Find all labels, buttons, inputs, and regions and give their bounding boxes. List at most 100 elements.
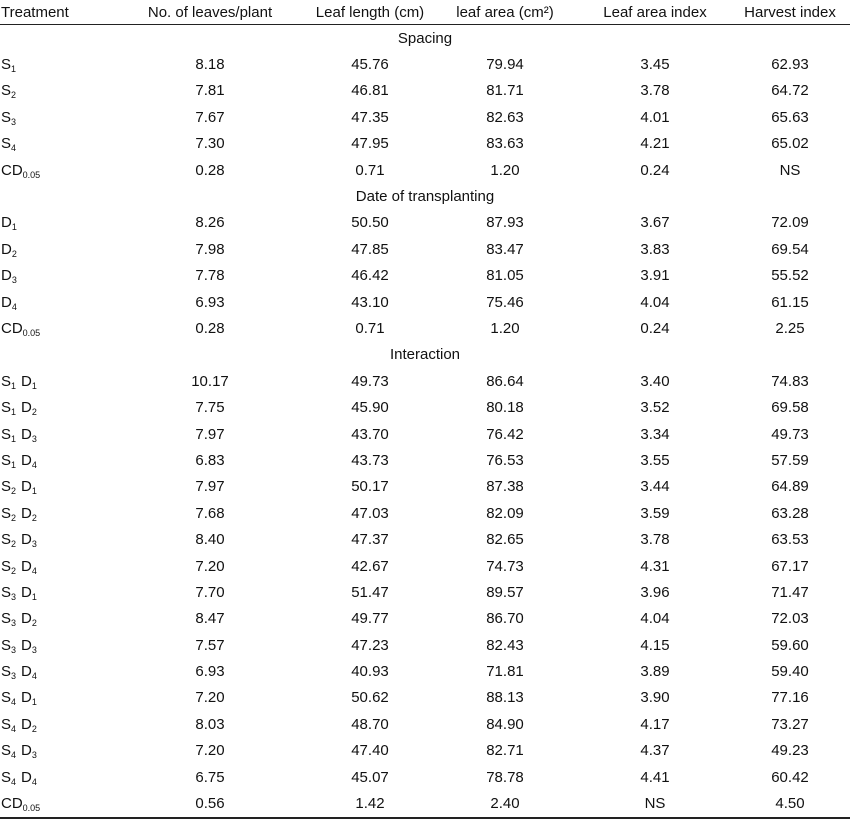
value-cell: 7.97 [195, 425, 225, 443]
value-cell: 69.58 [771, 399, 809, 417]
treatment-subscript: 2 [11, 512, 17, 523]
treatment-base: S [1, 768, 12, 786]
value-cell: 76.53 [486, 451, 524, 469]
value-cell: 60.42 [771, 768, 809, 786]
value-cell: 7.68 [195, 504, 225, 522]
value-cell: 3.96 [640, 583, 670, 601]
treatment-token: D4 [21, 663, 37, 682]
data-row: S2 D1 7.97 50.17 87.38 3.44 64.89 [0, 474, 850, 500]
treatment-base: D [21, 689, 32, 707]
treatment-token: S2 [1, 558, 17, 576]
value-cell: 43.70 [351, 425, 389, 443]
value-cell: 4.50 [730, 790, 850, 819]
value-cell: 1.20 [490, 319, 520, 337]
treatment-token: S1 [1, 399, 17, 418]
data-row: D2 7.98 47.85 83.47 3.83 69.54 [0, 236, 850, 262]
data-row: S2 D2 7.68 47.03 82.09 3.59 63.28 [0, 500, 850, 526]
treatment-subscript: 2 [31, 723, 37, 734]
treatment-subscript: 2 [11, 565, 17, 576]
data-row: D4 6.93 43.10 75.46 4.04 61.15 [0, 289, 850, 315]
treatment-base: S [1, 636, 12, 654]
treatment-base: S [1, 82, 12, 100]
value-cell: 7.57 [195, 636, 225, 654]
value-cell: 55.52 [771, 267, 809, 285]
treatment-base: S [1, 372, 12, 390]
value-cell: 4.41 [640, 768, 670, 786]
treatment-base: D [1, 214, 12, 232]
treatment-token: S4 [1, 689, 16, 707]
data-row: S1 D3 7.97 43.70 76.42 3.34 49.73 [0, 421, 850, 447]
treatment-subscript: 3 [31, 433, 37, 444]
value-cell: 86.70 [486, 610, 524, 628]
treatment-cell: S1 D2 [0, 394, 110, 420]
column-header: Treatment [0, 0, 110, 25]
treatment-cell: S4 D2 [0, 711, 110, 737]
data-row: S3 7.67 47.35 82.63 4.01 65.63 [0, 104, 850, 130]
treatment-token: D4 [21, 558, 37, 576]
treatment-token: S3 [1, 584, 16, 602]
value-cell: 1.42 [310, 790, 430, 819]
value-cell: 42.67 [351, 557, 389, 575]
value-cell: 74.83 [771, 372, 809, 390]
treatment-cell: S1 D1 [0, 368, 110, 394]
treatment-subscript: 4 [31, 776, 37, 787]
data-row: S2 D3 8.40 47.37 82.65 3.78 63.53 [0, 526, 850, 552]
treatment-token: S3 [1, 663, 16, 681]
treatment-subscript: 4 [11, 723, 17, 734]
value-cell: 3.59 [640, 504, 670, 522]
treatment-cell: S1 D3 [0, 421, 110, 447]
value-cell: 3.83 [640, 240, 670, 258]
value-cell: NS [580, 790, 730, 819]
value-cell: 46.81 [351, 82, 389, 100]
value-cell: 7.20 [195, 742, 225, 760]
value-cell: 69.54 [771, 240, 809, 258]
value-cell: 4.15 [640, 636, 670, 654]
treatment-subscript: 1 [31, 591, 37, 602]
treatment-base: S [1, 478, 12, 496]
data-row: S4 D4 6.75 45.07 78.78 4.41 60.42 [0, 764, 850, 790]
value-cell: 8.47 [195, 610, 225, 628]
value-cell: 6.93 [195, 663, 225, 681]
treatment-subscript: 2 [31, 512, 37, 523]
treatment-subscript: 3 [31, 750, 37, 761]
value-cell: 81.71 [486, 82, 524, 100]
value-cell: 6.75 [195, 768, 225, 786]
treatment-token: S1 [1, 426, 16, 444]
treatment-cell: S4 D3 [0, 738, 110, 764]
value-cell: 82.43 [486, 636, 524, 654]
value-cell: 47.23 [351, 636, 389, 654]
value-cell: 6.93 [195, 293, 225, 311]
treatment-base: D [1, 267, 12, 285]
value-cell: 82.65 [486, 531, 524, 549]
treatment-base: S [1, 715, 12, 733]
data-row: S4 7.30 47.95 83.63 4.21 65.02 [0, 131, 850, 157]
value-cell: 0.24 [640, 319, 670, 337]
treatment-token: CD0.05 [1, 795, 40, 813]
value-cell: 3.90 [640, 689, 670, 707]
treatment-subscript: 3 [11, 618, 17, 629]
treatment-token: CD0.05 [1, 162, 40, 180]
value-cell: 3.91 [640, 267, 670, 285]
treatment-subscript: 4 [31, 671, 37, 682]
value-cell: 87.38 [486, 478, 524, 496]
treatment-cell: D2 [0, 236, 110, 262]
data-row: S3 D2 8.47 49.77 86.70 4.04 72.03 [0, 606, 850, 632]
treatment-cell: CD0.05 [0, 790, 110, 819]
treatment-token: S3 [1, 109, 16, 127]
value-cell: 3.45 [640, 56, 670, 74]
value-cell: 7.98 [195, 240, 225, 258]
data-row: S4 D1 7.20 50.62 88.13 3.90 77.16 [0, 685, 850, 711]
value-cell: 77.16 [771, 689, 809, 707]
value-cell: 6.83 [195, 451, 225, 469]
value-cell: 71.81 [486, 663, 524, 681]
value-cell: 45.07 [351, 768, 389, 786]
data-row: S4 D2 8.03 48.70 84.90 4.17 73.27 [0, 711, 850, 737]
value-cell: 59.40 [771, 663, 809, 681]
section-title: Spacing [397, 29, 453, 47]
treatment-subscript: 1 [11, 407, 17, 418]
value-cell: 3.89 [640, 663, 670, 681]
value-cell: 61.15 [771, 293, 809, 311]
treatment-base: CD [1, 319, 23, 337]
treatment-token: S1 [1, 452, 16, 470]
